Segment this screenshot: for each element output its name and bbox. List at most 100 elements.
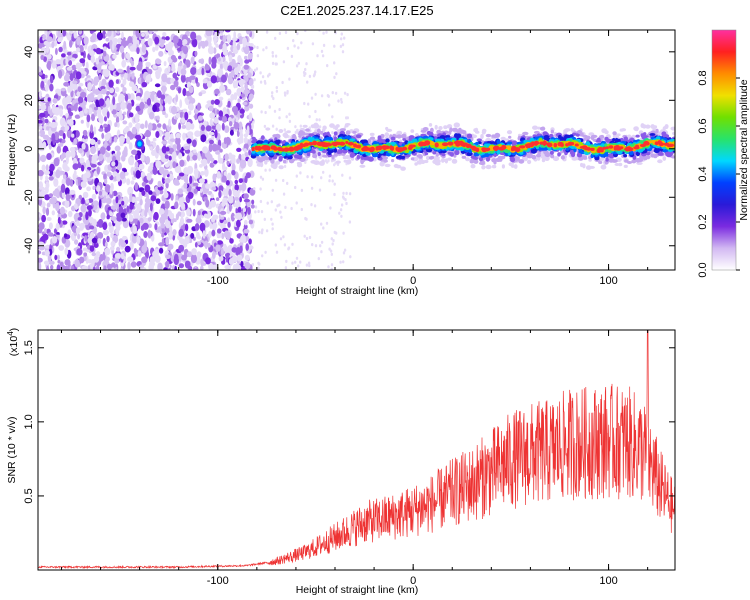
noise-speckle (75, 130, 80, 138)
noise-speckle (192, 154, 198, 161)
signal-mark (663, 125, 669, 130)
noise-speckle (224, 30, 231, 33)
noise-speckle (209, 139, 214, 145)
noise-speckle (190, 56, 195, 65)
noise-speckle (122, 120, 128, 125)
noise-speckle (161, 140, 168, 145)
signal-mark (494, 132, 501, 138)
faint-speckle (343, 91, 347, 95)
faint-speckle (331, 179, 334, 183)
noise-speckle (52, 98, 58, 104)
noise-speckle (199, 178, 205, 184)
noise-speckle (110, 205, 117, 211)
noise-speckle (108, 224, 114, 234)
noise-speckle (56, 146, 61, 154)
noise-speckle (93, 106, 99, 111)
noise-speckle (106, 111, 110, 119)
faint-speckle (318, 118, 321, 122)
noise-speckle (239, 160, 247, 169)
noise-speckle (218, 57, 221, 62)
noise-speckle (51, 210, 55, 216)
faint-speckle (344, 198, 347, 202)
noise-speckle (245, 129, 250, 136)
noise-speckle (204, 40, 209, 47)
signal-mark (342, 155, 347, 160)
noise-speckle (245, 243, 249, 251)
noise-speckle (210, 157, 215, 162)
noise-speckle (49, 260, 55, 265)
noise-speckle (236, 219, 241, 228)
noise-speckle (83, 108, 88, 114)
noise-speckle (228, 54, 233, 63)
noise-speckle (44, 118, 49, 124)
faint-speckle (328, 103, 331, 107)
faint-speckle (270, 200, 273, 204)
noise-speckle (228, 153, 232, 158)
noise-speckle (46, 126, 50, 131)
signal-mark (454, 149, 460, 156)
noise-speckle (190, 31, 197, 40)
noise-speckle (186, 155, 190, 162)
noise-speckle (227, 76, 234, 85)
noise-speckle (163, 81, 167, 86)
noise-speckle (96, 185, 101, 192)
noise-speckle (128, 122, 133, 128)
noise-speckle (214, 99, 220, 105)
noise-speckle (216, 109, 220, 115)
noise-speckle (136, 235, 141, 245)
signal-mark (506, 130, 513, 135)
noise-speckle (73, 30, 78, 39)
noise-speckle (238, 88, 242, 97)
noise-speckle (162, 170, 166, 179)
noise-speckle (243, 148, 247, 153)
noise-speckle (100, 61, 105, 66)
noise-speckle (111, 161, 116, 167)
faint-speckle (331, 242, 334, 246)
signal-mark (510, 157, 516, 163)
faint-speckle (295, 256, 299, 260)
noise-speckle (123, 111, 127, 116)
noise-speckle (121, 200, 125, 206)
faint-speckle (340, 203, 344, 207)
noise-speckle (129, 93, 135, 102)
signal-mark (260, 135, 265, 140)
noise-speckle (42, 233, 49, 241)
noise-speckle (89, 50, 95, 57)
noise-speckle (140, 153, 145, 162)
noise-speckle (85, 211, 89, 221)
noise-speckle (147, 37, 153, 47)
noise-speckle (144, 120, 148, 129)
faint-speckle (349, 255, 352, 259)
signal-mark (527, 159, 532, 165)
signal-mark (344, 135, 351, 139)
noise-speckle (143, 231, 148, 238)
noise-speckle (57, 37, 63, 43)
signal-mark (333, 131, 338, 136)
noise-speckle (55, 47, 58, 56)
noise-speckle (104, 241, 108, 248)
noise-speckle (65, 150, 72, 158)
faint-speckle (313, 204, 317, 208)
noise-speckle (155, 131, 160, 138)
noise-speckle (141, 190, 146, 197)
signal-mark (414, 162, 418, 166)
noise-speckle (178, 244, 185, 252)
signal-mark (485, 164, 492, 170)
noise-speckle (215, 197, 220, 202)
noise-speckle (131, 84, 138, 92)
noise-speckle (224, 125, 230, 133)
faint-speckle (340, 100, 343, 104)
faint-speckle (310, 203, 313, 207)
noise-speckle (59, 261, 64, 267)
noise-speckle (224, 153, 230, 161)
faint-speckle (274, 208, 277, 212)
noise-speckle (206, 73, 211, 77)
noise-speckle (175, 132, 182, 139)
noise-speckle (239, 108, 245, 114)
noise-speckle (250, 204, 255, 209)
noise-speckle (140, 225, 145, 231)
faint-speckle (274, 243, 277, 247)
faint-speckle (310, 175, 314, 179)
noise-speckle (46, 217, 52, 221)
noise-speckle (111, 42, 115, 51)
